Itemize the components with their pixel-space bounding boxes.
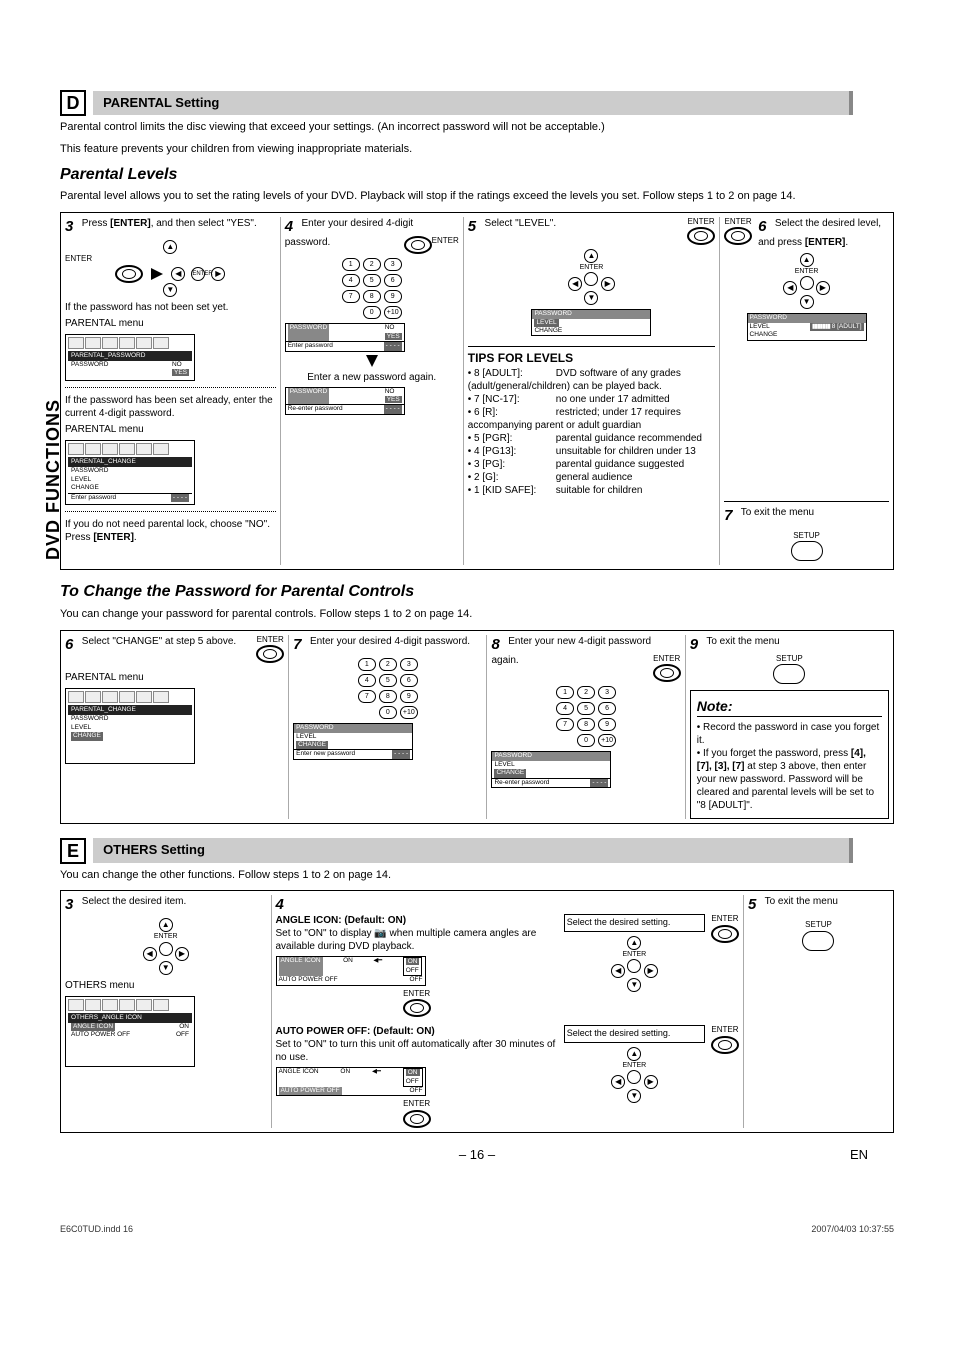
angle-desc: Set to "ON" to display 📷 when multiple c…: [276, 927, 558, 953]
change-password-flow: 6 Select "CHANGE" at step 5 above. ENTER…: [60, 630, 894, 824]
step-3-num: 3: [65, 217, 79, 237]
parental-menu-screen-1: PARENTAL_PASSWORD PASSWORDNOYES: [65, 334, 195, 381]
arrow-right-icon: [151, 268, 163, 280]
tips-list: • 8 [ADULT]:DVD software of any grades (…: [468, 367, 715, 497]
change-pw-menu-2: PASSWORD LEVEL CHANGE Re-enter password-…: [491, 751, 611, 788]
step-3-noneed: If you do not need parental lock, choose…: [65, 518, 276, 544]
estep-3-text: Select the desired item.: [82, 896, 187, 907]
section-letter-d: D: [60, 90, 86, 116]
dpad-icon: ▲ ENTER ◀ ▶ ▼: [564, 1047, 705, 1103]
estep-5-text: To exit the menu: [765, 896, 838, 907]
step-4-again: Enter a new password again.: [285, 371, 459, 384]
enter-button-icon: [711, 1036, 739, 1054]
tips-title: TIPS FOR LEVELS: [468, 351, 715, 367]
pstep-8-text: Enter your new 4-digit password again.: [491, 636, 651, 667]
angle-select-box: Select the desired setting.: [564, 914, 705, 932]
level-select-menu: PASSWORD LEVEL▮▮▮▮▮▮▮ 8 [ADULT] CHANGE: [747, 313, 867, 340]
others-menu-screen: OTHERS_ANGLE ICON ANGLE ICONON AUTO POWE…: [65, 996, 195, 1067]
step-7-num: 7: [724, 506, 738, 526]
parental-menu-label-2: PARENTAL menu: [65, 423, 276, 436]
enter-button-icon: [724, 227, 752, 245]
step-3-text: Press [ENTER], and then select "YES".: [82, 218, 257, 229]
keypad-icon: 123 456 789 0+10: [342, 258, 402, 319]
enter-button-icon: [653, 664, 681, 682]
password-menu-1: PASSWORDNOYES Enter password- - - -: [285, 323, 405, 351]
password-menu-2: PASSWORDNOYES Re-enter password- - - -: [285, 387, 405, 415]
angle-menu: ANGLE ICONON ◀━ ONOFF AUTO POWER OFFOFF: [276, 956, 426, 985]
dpad-icon: ▲ ENTER ◀ ▶ ▼: [724, 253, 889, 309]
pstep-9-text: To exit the menu: [706, 636, 779, 647]
others-menu-label: OTHERS menu: [65, 979, 267, 992]
parental-intro-2: This feature prevents your children from…: [60, 142, 894, 156]
change-pw-menu-1: PASSWORD LEVEL CHANGE Enter new password…: [293, 723, 413, 760]
enter-button-icon: [256, 645, 284, 663]
change-password-desc: You can change your password for parenta…: [60, 607, 894, 621]
estep-4-num: 4: [276, 895, 290, 915]
level-menu: PASSWORD LEVEL CHANGE: [531, 309, 651, 336]
note-box: Note: • Record the password in case you …: [690, 690, 889, 818]
dpad-icon: ▲ ENTER ◀ ▶ ▼: [65, 918, 267, 974]
arrow-down-icon: [366, 355, 378, 367]
estep-5-num: 5: [748, 895, 762, 915]
pstep-9-num: 9: [690, 635, 704, 655]
section-title-d: PARENTAL Setting: [93, 91, 853, 116]
footer-right: 2007/04/03 10:37:55: [811, 1224, 894, 1236]
page-number: – 16 –: [60, 1147, 894, 1164]
footer: E6C0TUD.indd 16 2007/04/03 10:37:55: [60, 1224, 894, 1236]
auto-menu: ANGLE ICONON ◀━ ONOFF AUTO POWER OFFOFF: [276, 1067, 426, 1096]
section-d: D PARENTAL Setting: [60, 90, 894, 116]
parental-levels-heading: Parental Levels: [60, 165, 894, 186]
estep-3-num: 3: [65, 895, 79, 915]
pstep-7-text: Enter your desired 4-digit password.: [310, 636, 470, 647]
pstep-6-text: Select "CHANGE" at step 5 above.: [82, 636, 236, 647]
dpad-icon: ▲ ENTER ◀ ENTER ▶ ▼: [65, 240, 276, 296]
keypad-icon: 123 456 789 0+10: [556, 686, 616, 747]
enter-button-icon: [403, 999, 431, 1017]
others-intro: You can change the other functions. Foll…: [60, 868, 894, 882]
parental-menu-label-3: PARENTAL menu: [65, 671, 284, 684]
step-5-text: Select "LEVEL".: [485, 218, 557, 229]
lang-label: EN: [850, 1147, 868, 1164]
footer-left: E6C0TUD.indd 16: [60, 1224, 133, 1236]
step-4-text: Enter your desired 4-digit password.: [285, 218, 414, 249]
enter-button-icon: [115, 265, 143, 283]
parental-levels-flow: 3 Press [ENTER], and then select "YES". …: [60, 212, 894, 571]
others-flow: 3 Select the desired item. ▲ ENTER ◀ ▶ ▼…: [60, 890, 894, 1133]
step-5-num: 5: [468, 217, 482, 237]
setup-button-icon: [773, 664, 805, 684]
parental-menu-screen-2: PARENTAL_CHANGE PASSWORD LEVEL CHANGE En…: [65, 440, 195, 505]
enter-button-icon: [403, 1110, 431, 1128]
enter-button-icon: [404, 236, 432, 254]
enter-button-icon: [711, 925, 739, 943]
enter-button-icon: [687, 227, 715, 245]
step-3-ifset: If the password has been set already, en…: [65, 394, 276, 420]
section-letter-e: E: [60, 838, 86, 864]
step-6-text: Select the desired level, and press [ENT…: [758, 218, 881, 249]
auto-desc: Set to "ON" to turn this unit off automa…: [276, 1038, 558, 1064]
parental-change-menu: PARENTAL_CHANGE PASSWORD LEVEL CHANGE: [65, 688, 195, 764]
auto-select-box: Select the desired setting.: [564, 1025, 705, 1043]
setup-button-icon: [791, 541, 823, 561]
parental-levels-desc: Parental level allows you to set the rat…: [60, 189, 894, 203]
pstep-7-num: 7: [293, 635, 307, 655]
parental-menu-label-1: PARENTAL menu: [65, 317, 276, 330]
step-3-ifnot: If the password has not been set yet.: [65, 301, 276, 314]
pstep-8-num: 8: [491, 635, 505, 655]
step-7-text: To exit the menu: [741, 507, 814, 518]
section-e: E OTHERS Setting: [60, 838, 894, 864]
keypad-icon: 123 456 789 0+10: [358, 658, 418, 719]
parental-intro-1: Parental control limits the disc viewing…: [60, 120, 894, 134]
change-password-heading: To Change the Password for Parental Cont…: [60, 582, 894, 603]
step-4-num: 4: [285, 217, 299, 237]
setup-button-icon: [802, 931, 834, 951]
pstep-6-num: 6: [65, 635, 79, 655]
dpad-icon: ▲ ENTER ◀ ▶ ▼: [468, 249, 715, 305]
section-title-e: OTHERS Setting: [93, 838, 853, 863]
step-6-num: 6: [758, 217, 772, 237]
dpad-icon: ▲ ENTER ◀ ▶ ▼: [564, 936, 705, 992]
